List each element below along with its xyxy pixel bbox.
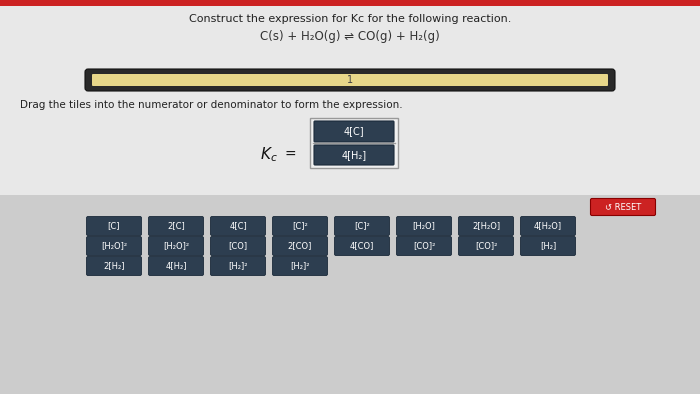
Text: 4[H₂]: 4[H₂] bbox=[342, 150, 367, 160]
Text: 2[CO]: 2[CO] bbox=[288, 242, 312, 251]
Text: 4[CO]: 4[CO] bbox=[350, 242, 374, 251]
Text: 4[C]: 4[C] bbox=[229, 221, 247, 230]
FancyBboxPatch shape bbox=[85, 69, 615, 91]
Text: [H₂]²: [H₂]² bbox=[290, 262, 309, 271]
Text: [C]²: [C]² bbox=[354, 221, 370, 230]
FancyBboxPatch shape bbox=[148, 216, 204, 236]
FancyBboxPatch shape bbox=[591, 199, 655, 216]
FancyBboxPatch shape bbox=[148, 256, 204, 275]
Text: Construct the expression for Kc for the following reaction.: Construct the expression for Kc for the … bbox=[189, 14, 511, 24]
Text: 4[H₂]: 4[H₂] bbox=[165, 262, 187, 271]
Text: 2[C]: 2[C] bbox=[167, 221, 185, 230]
Text: [H₂O]²: [H₂O]² bbox=[101, 242, 127, 251]
Text: 2[H₂O]: 2[H₂O] bbox=[472, 221, 500, 230]
FancyBboxPatch shape bbox=[211, 216, 265, 236]
Text: 2[H₂]: 2[H₂] bbox=[104, 262, 125, 271]
Text: 4[C]: 4[C] bbox=[344, 126, 364, 136]
FancyBboxPatch shape bbox=[396, 216, 452, 236]
Bar bbox=[0, 0, 700, 6]
Text: [H₂]: [H₂] bbox=[540, 242, 556, 251]
FancyBboxPatch shape bbox=[211, 256, 265, 275]
FancyBboxPatch shape bbox=[148, 236, 204, 255]
FancyBboxPatch shape bbox=[87, 236, 141, 255]
FancyBboxPatch shape bbox=[87, 216, 141, 236]
FancyBboxPatch shape bbox=[272, 256, 328, 275]
FancyBboxPatch shape bbox=[396, 236, 452, 255]
FancyBboxPatch shape bbox=[314, 121, 394, 142]
Text: [H₂]²: [H₂]² bbox=[228, 262, 248, 271]
Text: C(s) + H₂O(g) ⇌ CO(g) + H₂(g): C(s) + H₂O(g) ⇌ CO(g) + H₂(g) bbox=[260, 30, 440, 43]
FancyBboxPatch shape bbox=[272, 216, 328, 236]
Text: 4[H₂O]: 4[H₂O] bbox=[534, 221, 562, 230]
Text: 1: 1 bbox=[347, 75, 353, 85]
FancyBboxPatch shape bbox=[314, 145, 394, 165]
Text: [H₂O]: [H₂O] bbox=[412, 221, 435, 230]
Text: =: = bbox=[284, 148, 295, 162]
FancyBboxPatch shape bbox=[458, 216, 514, 236]
Text: $K_c$: $K_c$ bbox=[260, 146, 278, 164]
FancyBboxPatch shape bbox=[87, 256, 141, 275]
Text: Drag the tiles into the numerator or denominator to form the expression.: Drag the tiles into the numerator or den… bbox=[20, 100, 402, 110]
Text: [C]: [C] bbox=[108, 221, 120, 230]
FancyBboxPatch shape bbox=[458, 236, 514, 255]
FancyBboxPatch shape bbox=[92, 74, 608, 86]
Text: [CO]: [CO] bbox=[228, 242, 248, 251]
Text: [CO]²: [CO]² bbox=[413, 242, 435, 251]
FancyBboxPatch shape bbox=[310, 118, 398, 168]
FancyBboxPatch shape bbox=[335, 216, 389, 236]
FancyBboxPatch shape bbox=[272, 236, 328, 255]
Text: ↺ RESET: ↺ RESET bbox=[605, 203, 641, 212]
Bar bbox=[0, 195, 700, 394]
FancyBboxPatch shape bbox=[521, 236, 575, 255]
FancyBboxPatch shape bbox=[335, 236, 389, 255]
FancyBboxPatch shape bbox=[521, 216, 575, 236]
Text: [CO]²: [CO]² bbox=[475, 242, 497, 251]
FancyBboxPatch shape bbox=[211, 236, 265, 255]
Text: [H₂O]²: [H₂O]² bbox=[163, 242, 189, 251]
Bar bbox=[0, 0, 700, 195]
Text: [C]²: [C]² bbox=[292, 221, 308, 230]
